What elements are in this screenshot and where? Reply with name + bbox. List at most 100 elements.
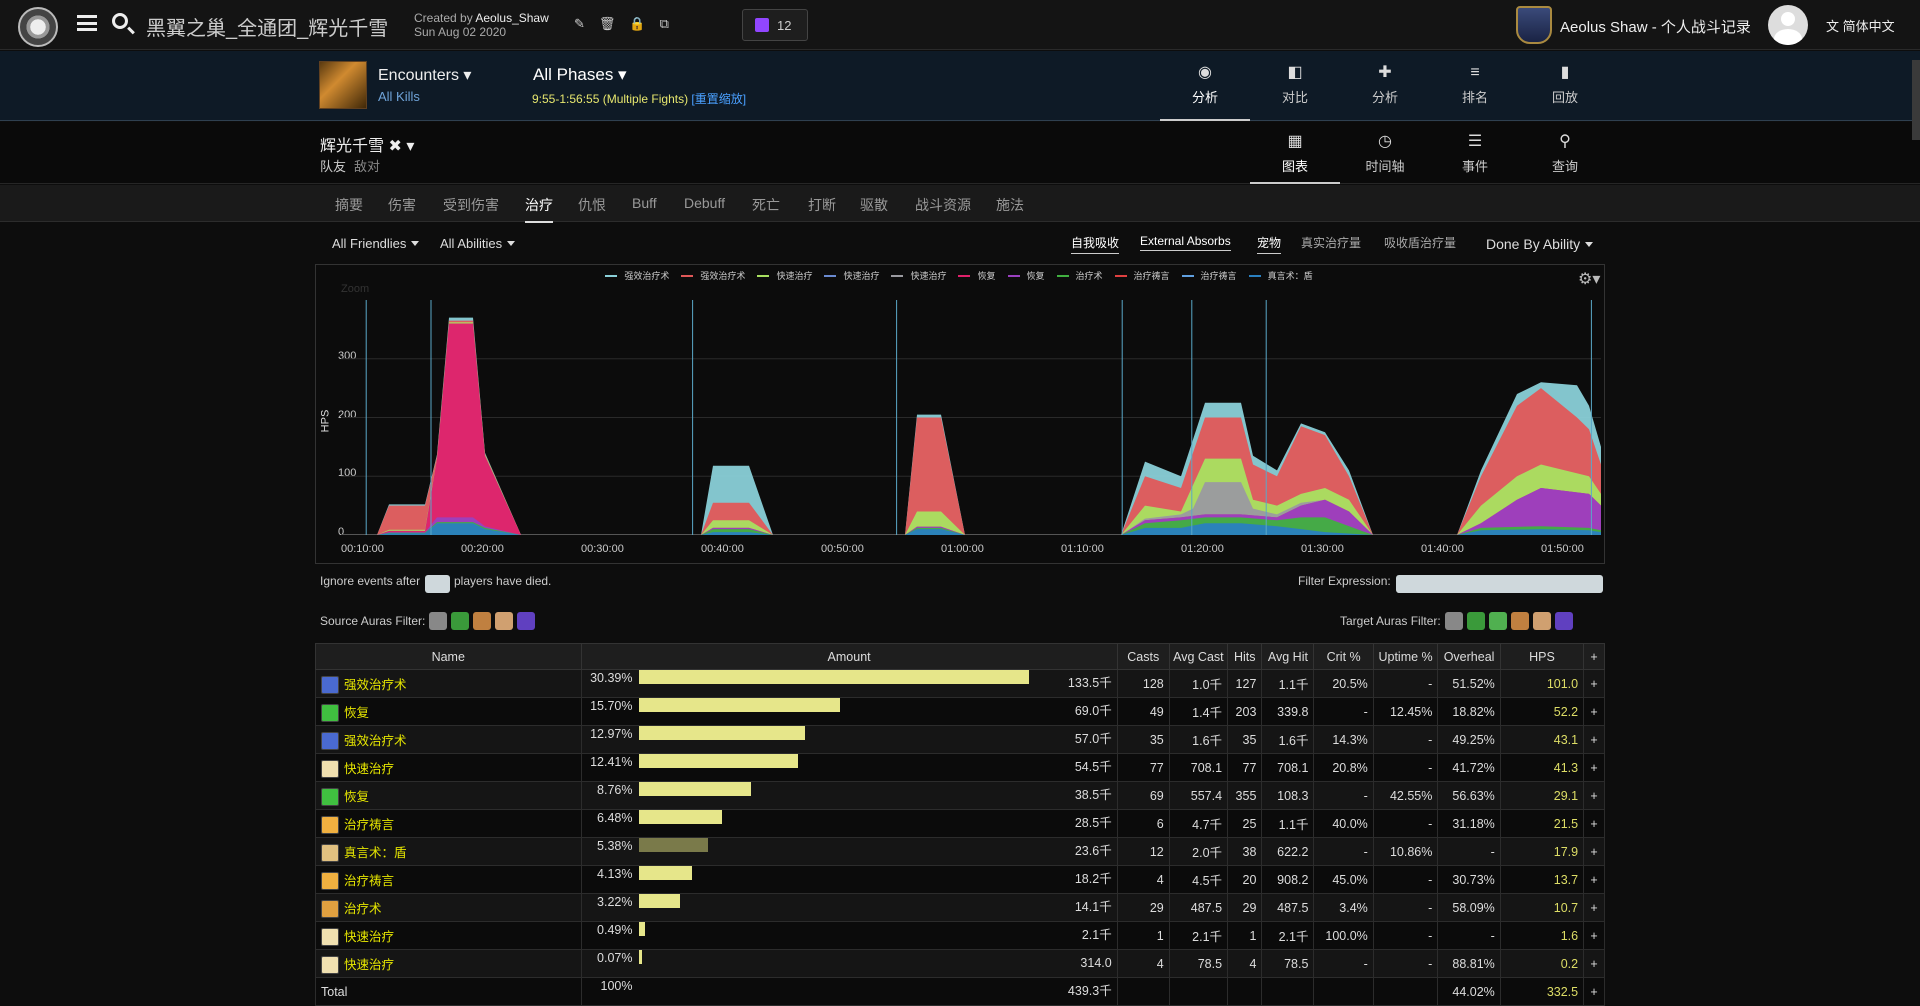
filter-option-4[interactable]: 吸收盾治疗量 [1384,236,1457,250]
column-header[interactable]: HPS [1499,643,1585,670]
phase-select[interactable]: All Phases ▾ [533,65,627,84]
series-area[interactable] [341,322,1601,535]
copy-icon[interactable]: ⧉ [659,16,683,31]
ignore-deaths-input[interactable] [425,575,450,593]
column-header[interactable]: Hits [1227,643,1263,670]
edit-icon[interactable]: ✎ [574,16,599,31]
filter-expression-input[interactable] [1396,575,1603,593]
legend-item[interactable]: 快速治疗 [757,271,816,281]
ability-name[interactable]: 治疗祷言 [344,817,395,832]
aura-icon[interactable] [1532,612,1551,630]
filter-option-2[interactable]: 宠物 [1257,234,1282,254]
tab-0[interactable]: 摘要 [335,197,363,213]
table-row[interactable]: 真言术：盾 5.38% 23.6千 12 2.0千 38 622.2-10.86% -17.9… [315,837,1605,866]
nav-replay[interactable]: ▮ 回放 [1520,51,1610,121]
series-area[interactable] [341,523,1601,535]
ability-name[interactable]: 治疗祷言 [344,873,395,888]
column-header[interactable]: + [1583,643,1605,670]
legend-item[interactable]: 治疗祷言 [1181,271,1241,281]
nav-pin[interactable]: ⚲ 查询 [1520,122,1610,184]
aura-icon[interactable] [1488,612,1507,630]
series-area[interactable] [341,488,1601,535]
table-row[interactable]: 恢复 15.70% 69.0千 49 1.4千 203 339.8-12.45% 18.82%… [315,697,1605,726]
profile-avatar[interactable] [1768,5,1808,45]
tab-7[interactable]: 死亡 [752,197,780,213]
nav-clock[interactable]: ◷ 时间轴 [1340,122,1430,184]
expand-button[interactable]: + [1583,809,1605,838]
column-header[interactable]: Casts [1116,643,1170,670]
user-name[interactable]: Aeolus Shaw - 个人战斗记录 [1560,19,1751,36]
expand-button[interactable]: + [1583,921,1605,950]
series-area[interactable] [341,323,1601,536]
filter-option-0[interactable]: 自我吸收 [1071,234,1120,254]
menu-icon[interactable] [77,15,97,31]
series-area[interactable] [341,317,1601,535]
friendlies-dropdown[interactable]: All Friendlies [332,236,420,251]
series-area[interactable] [341,320,1601,535]
legend-item[interactable]: 恢复 [958,271,999,281]
tab-enemy[interactable]: 敌对 [354,159,381,174]
legend-item[interactable]: 治疗祷言 [1114,271,1174,281]
series-area[interactable] [341,517,1601,535]
aura-icon[interactable] [429,612,448,630]
nav-grid[interactable]: ▦ 图表 [1250,122,1340,184]
series-area[interactable] [341,323,1601,536]
nav-list[interactable]: ☰ 事件 [1430,122,1520,184]
aura-icon[interactable] [517,612,536,630]
legend-item[interactable]: 治疗术 [1056,271,1107,281]
aura-icon[interactable] [1466,612,1485,630]
table-row[interactable]: 快速治疗 0.07% 314.0 4 78.5 4 78.5- -88.81% 0.2 + [315,949,1605,978]
legend-item[interactable]: 快速治疗 [824,271,883,281]
aura-icon[interactable] [1510,612,1529,630]
ability-name[interactable]: 快速治疗 [344,929,395,944]
player-select[interactable]: 辉光千雪 ✖ ▾ [320,138,415,155]
table-row[interactable]: 强效治疗术 30.39% 133.5千 128 1.0千 127 1.1千 20.5% -51.… [315,669,1605,698]
ability-name[interactable]: 强效治疗术 [344,677,407,692]
column-header[interactable]: Amount [580,643,1118,670]
abilities-dropdown[interactable]: All Abilities [440,236,516,251]
reset-zoom-link[interactable]: [重置缩放] [691,92,747,106]
tab-9[interactable]: 驱散 [860,197,888,213]
column-header[interactable]: Avg Cast [1168,643,1229,670]
nav-rank[interactable]: ≡ 排名 [1430,51,1520,121]
legend-item[interactable]: 真言术：盾 [1248,271,1317,281]
table-row[interactable]: 治疗祷言 6.48% 28.5千 6 4.7千 25 1.1千 40.0% -31.18% 21.… [315,809,1605,838]
expand-button[interactable]: + [1583,781,1605,810]
table-row[interactable]: 强效治疗术 12.97% 57.0千 35 1.6千 35 1.6千 14.3% -49.25%… [315,725,1605,754]
column-header[interactable]: Uptime % [1372,643,1439,670]
gear-icon[interactable]: ⚙▾ [1578,271,1601,288]
table-row[interactable]: 快速治疗 12.41% 54.5千 77 708.1 77 708.1 20.8% -41.72… [315,753,1605,782]
column-header[interactable]: Overheal [1437,643,1501,670]
tab-4[interactable]: 仇恨 [578,197,606,213]
nav-eye[interactable]: ◉ 分析 [1160,51,1250,121]
table-row[interactable]: 快速治疗 0.49% 2.1千 1 2.1千 1 2.1千 100.0% - -1.6 + [315,921,1605,950]
delete-icon[interactable]: 🗑 [598,16,630,31]
tab-11[interactable]: 施法 [996,197,1024,213]
legend-item[interactable]: 恢复 [1007,271,1049,281]
encounter-select[interactable]: Encounters ▾ [378,67,472,84]
encounter-subtitle[interactable]: All Kills [378,89,420,104]
chart-plot[interactable] [341,300,1601,535]
aura-icon[interactable] [495,612,514,630]
ability-name[interactable]: 恢复 [344,789,370,804]
close-icon[interactable]: ✖ [388,138,402,155]
ability-name[interactable]: 快速治疗 [344,761,395,776]
filter-option-3[interactable]: 真实治疗量 [1301,236,1362,250]
ability-name[interactable]: 快速治疗 [344,957,395,972]
expand-button[interactable]: + [1583,837,1605,866]
expand-button[interactable]: + [1583,865,1605,894]
expand-button[interactable]: + [1583,753,1605,782]
guild-avatar[interactable] [1516,6,1552,44]
aura-icon[interactable] [1444,612,1463,630]
filter-option-1[interactable]: External Absorbs [1140,234,1231,251]
healing-chart[interactable]: 强效治疗术 强效治疗术 快速治疗 快速治疗 快速治疗 恢复 恢复 治疗术 治疗祷言 治疗祷言 真言术… [315,264,1605,564]
table-row[interactable]: 恢复 8.76% 38.5千 69 557.4 355 108.3-42.55% 56.63%… [315,781,1605,810]
tab-10[interactable]: 战斗资源 [915,197,971,213]
column-header[interactable]: Avg Hit [1261,643,1315,670]
column-header[interactable]: Crit % [1313,643,1374,670]
lock-icon[interactable]: 🔒 [629,16,660,31]
ability-name[interactable]: 真言术：盾 [344,845,407,860]
scrollbar[interactable] [1912,60,1920,140]
legend-item[interactable]: 强效治疗术 [681,271,749,281]
expand-button[interactable]: + [1583,949,1605,978]
